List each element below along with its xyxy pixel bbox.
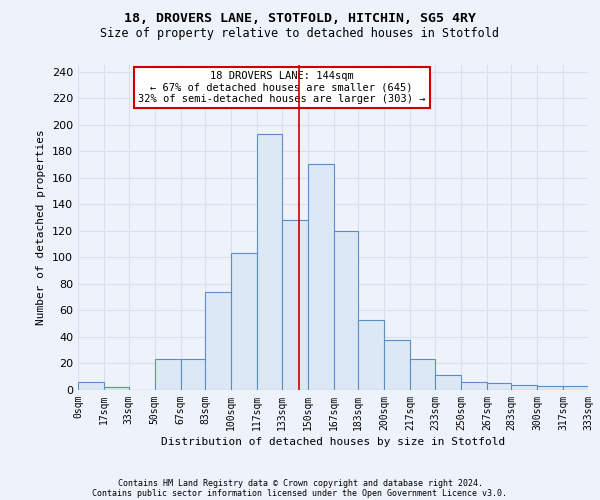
Bar xyxy=(155,360,181,390)
Bar xyxy=(308,164,334,390)
Bar xyxy=(231,254,257,390)
Bar xyxy=(334,231,358,390)
Bar xyxy=(487,384,511,390)
Bar xyxy=(511,384,538,390)
Bar xyxy=(435,376,461,390)
Text: 18 DROVERS LANE: 144sqm
← 67% of detached houses are smaller (645)
32% of semi-d: 18 DROVERS LANE: 144sqm ← 67% of detache… xyxy=(138,71,425,104)
Text: 18, DROVERS LANE, STOTFOLD, HITCHIN, SG5 4RY: 18, DROVERS LANE, STOTFOLD, HITCHIN, SG5… xyxy=(124,12,476,26)
Bar xyxy=(205,292,231,390)
Text: Contains public sector information licensed under the Open Government Licence v3: Contains public sector information licen… xyxy=(92,488,508,498)
Bar xyxy=(410,360,435,390)
Bar xyxy=(538,386,563,390)
X-axis label: Distribution of detached houses by size in Stotfold: Distribution of detached houses by size … xyxy=(161,437,505,447)
Bar xyxy=(461,382,487,390)
Text: Size of property relative to detached houses in Stotfold: Size of property relative to detached ho… xyxy=(101,28,499,40)
Bar xyxy=(104,388,128,390)
Bar xyxy=(385,340,410,390)
Bar xyxy=(78,382,104,390)
Y-axis label: Number of detached properties: Number of detached properties xyxy=(37,130,46,326)
Bar xyxy=(181,360,205,390)
Bar xyxy=(358,320,385,390)
Bar xyxy=(257,134,281,390)
Bar xyxy=(281,220,308,390)
Bar xyxy=(563,386,588,390)
Text: Contains HM Land Registry data © Crown copyright and database right 2024.: Contains HM Land Registry data © Crown c… xyxy=(118,478,482,488)
